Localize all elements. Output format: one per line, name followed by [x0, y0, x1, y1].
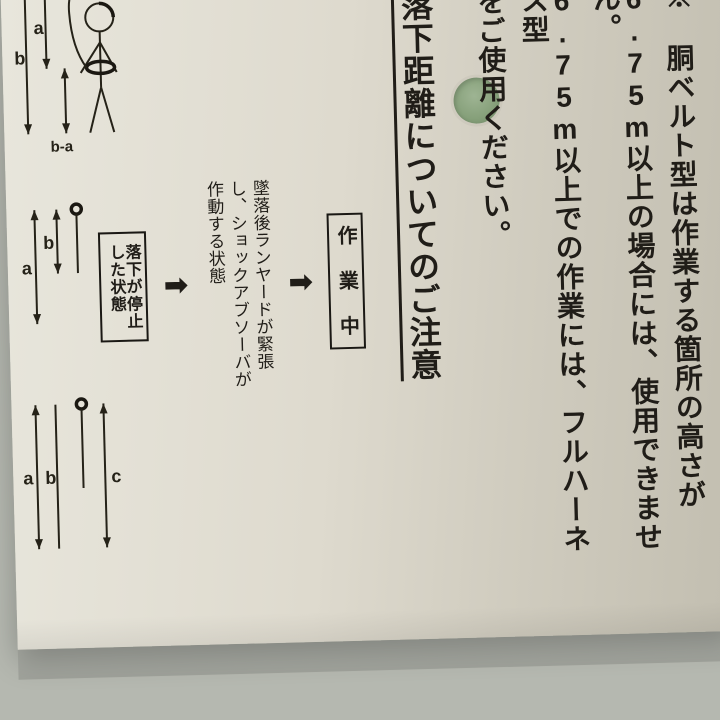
label-a: a [33, 18, 45, 38]
tension-line-1: 墜落後ランヤードが緊張 [250, 179, 274, 370]
worker-figure [68, 0, 118, 133]
spacer [373, 0, 398, 570]
tension-line-3: 作動する状態 [204, 180, 226, 285]
warning-line-3: 6.75m以上での作業には、フルハーネス型 [519, 0, 590, 566]
label-c: c [111, 466, 122, 486]
label-b: b [43, 233, 55, 253]
label-a: a [22, 258, 34, 278]
tension-line-2: し、ショックアブソーバが [227, 180, 251, 389]
fall-distance-diagram: b a b-a a b [10, 0, 136, 600]
dim-group-2: a b [20, 204, 84, 325]
state-tension-desc: 墜落後ランヤードが緊張 し、ショックアブソーバが 作動する状態 [201, 179, 275, 389]
arrow-icon: ➡ [161, 268, 190, 302]
arrow-icon: ➡ [286, 265, 315, 299]
warning-line-4: をご使用ください。 [475, 0, 518, 567]
label-a: a [23, 468, 35, 488]
dim-group-1: b a b-a [12, 0, 74, 157]
warning-line-1: ※ 胴ベルト型は作業する箇所の高さが [663, 0, 706, 562]
dim-group-3: a b c [21, 398, 123, 550]
label-ba: b-a [50, 138, 74, 156]
instruction-card: ※ 胴ベルト型は作業する箇所の高さが 6.75m以上の場合には、使用できません。… [0, 0, 720, 650]
spacer [447, 0, 474, 568]
text-columns: ※ 胴ベルト型は作業する箇所の高さが 6.75m以上の場合には、使用できません。… [92, 0, 707, 607]
state-sequence: 作 業 中 ➡ 墜落後ランヤードが緊張 し、ショックアブソーバが 作動する状態 … [92, 0, 372, 577]
section-heading: 落下距離についてのご注意 [399, 0, 446, 569]
label-b: b [45, 468, 57, 488]
state-working-box: 作 業 中 [326, 213, 366, 350]
label-b: b [14, 48, 26, 68]
warning-line-2: 6.75m以上の場合には、使用できません。 [591, 0, 662, 564]
